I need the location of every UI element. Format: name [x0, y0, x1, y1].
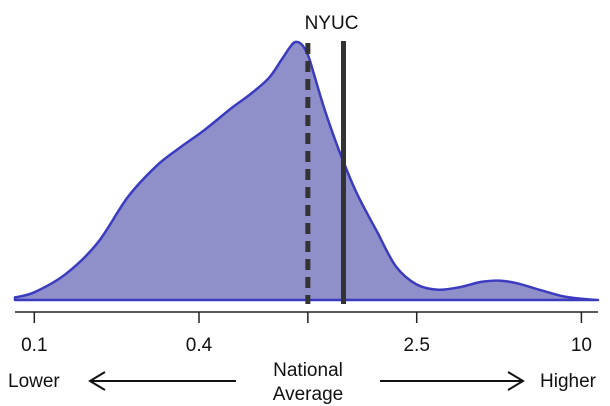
lower-arrow-head — [88, 371, 106, 391]
x-tick-label: 0.4 — [186, 335, 213, 356]
higher-arrow-head — [507, 371, 525, 391]
higher-label: Higher — [540, 371, 597, 392]
x-tick-label: 2.5 — [403, 335, 429, 356]
nyuc-label: NYUC — [305, 13, 359, 34]
x-tick-label: 0.1 — [21, 335, 47, 356]
x-axis-ticks: 0.1 0.4 2.5 10 — [21, 312, 592, 356]
x-tick-label: 10 — [571, 335, 592, 356]
average-label: Average — [273, 384, 343, 405]
lower-label: Lower — [8, 371, 60, 392]
national-label: National — [273, 360, 343, 381]
